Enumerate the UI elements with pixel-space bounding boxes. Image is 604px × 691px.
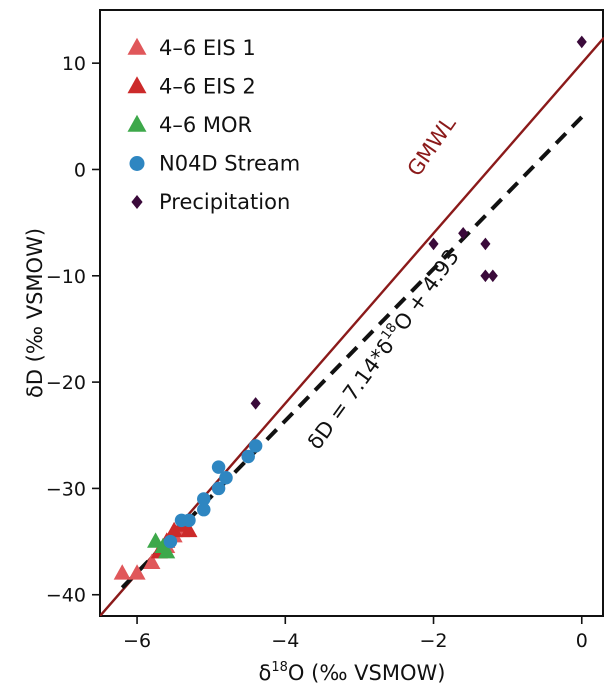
point-precipitation [480,237,491,251]
y-tick-label: −20 [46,372,86,394]
point-n04d-stream [163,534,178,549]
y-tick-label: 10 [62,53,86,75]
y-tick-label: −40 [46,585,86,607]
point-n04d-stream [241,449,255,464]
x-tick-label: −6 [123,630,151,652]
point-4-6-eis-2 [180,521,198,538]
point-4-6-eis-2 [165,521,183,538]
plot-border [99,9,604,617]
point-n04d-stream [197,492,211,506]
point-n04d-stream [219,471,233,485]
point-precipitation [250,397,261,410]
data-points [113,35,587,580]
legend-marker-4-6-eis-2 [127,76,147,94]
point-precipitation [480,269,491,283]
point-n04d-stream [182,513,196,528]
y-tick-label: −10 [46,266,86,288]
plot-frame [99,9,604,617]
point-precipitation [576,35,587,49]
point-n04d-stream [211,460,226,474]
legend-marker-n04d-stream [129,156,145,171]
point-precipitation [487,269,498,283]
x-tick-label: −2 [420,630,448,652]
point-4-6-eis-1 [143,553,161,569]
y-axis-title: δD (‰ VSMOW) [23,228,47,398]
point-n04d-stream [197,502,211,517]
point-4-6-mor [158,543,176,559]
point-precipitation [428,237,439,251]
legend-label-4-6-eis-1: 4–6 EIS 1 [159,36,256,60]
x-axis-title: δ18O (‰ VSMOW) [259,660,446,685]
gmwl-annotation: GMWL [402,112,460,181]
y-tick-label: −30 [46,478,86,500]
x-tick-label: 0 [576,630,588,652]
legend-marker-4-6-mor [127,114,147,132]
y-tick-label: 0 [74,159,86,181]
legend-label-n04d-stream: N04D Stream [159,152,300,176]
legend-label-precipitation: Precipitation [159,190,290,214]
x-tick-label: −4 [271,630,299,652]
x-axis-title-rest: O (‰ VSMOW) [288,661,446,685]
legend: 4–6 EIS 1 4–6 EIS 2 4–6 MOR N04D Stream Prec… [127,36,300,214]
point-n04d-stream [248,439,263,453]
fit-equation-annotation: δD = 7.14*δ18O + 4.93 [302,244,464,454]
x-axis-title-superscript: 18 [271,660,288,675]
point-n04d-stream [211,481,226,496]
legend-marker-4-6-eis-1 [127,37,147,55]
fit-line [120,115,584,590]
x-axis-title-prefix: δ [259,661,272,685]
point-4-6-eis-1 [128,564,146,580]
point-4-6-eis-1 [113,564,131,580]
fit-equation-rest: O + 4.93 [389,245,464,335]
legend-label-4-6-mor: 4–6 MOR [159,113,252,137]
legend-marker-precipitation [131,195,143,209]
point-precipitation [458,226,469,240]
legend-label-4-6-eis-2: 4–6 EIS 2 [159,75,256,99]
